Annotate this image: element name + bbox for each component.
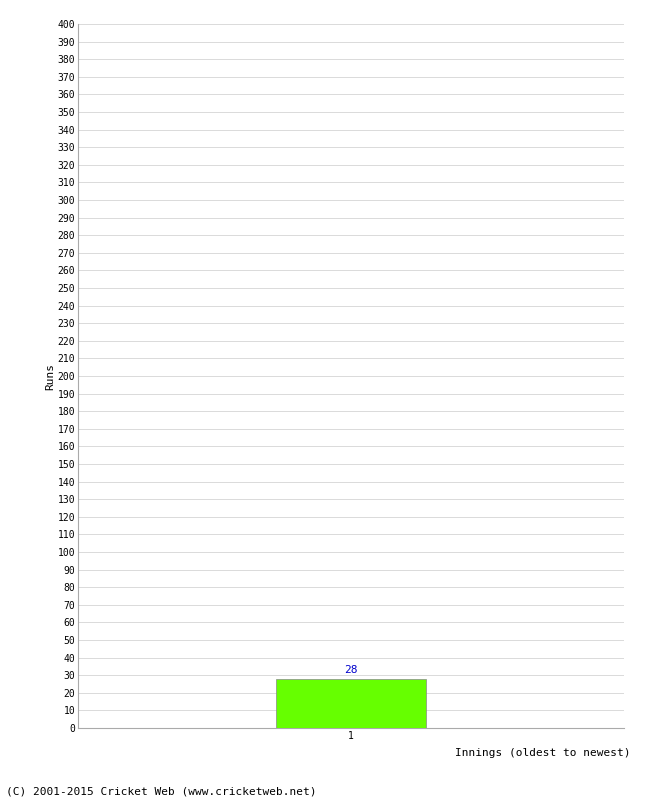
Text: Innings (oldest to newest): Innings (oldest to newest) [455, 748, 630, 758]
Y-axis label: Runs: Runs [45, 362, 55, 390]
Text: (C) 2001-2015 Cricket Web (www.cricketweb.net): (C) 2001-2015 Cricket Web (www.cricketwe… [6, 786, 317, 796]
Bar [276, 678, 426, 728]
Text: 28: 28 [344, 666, 358, 675]
